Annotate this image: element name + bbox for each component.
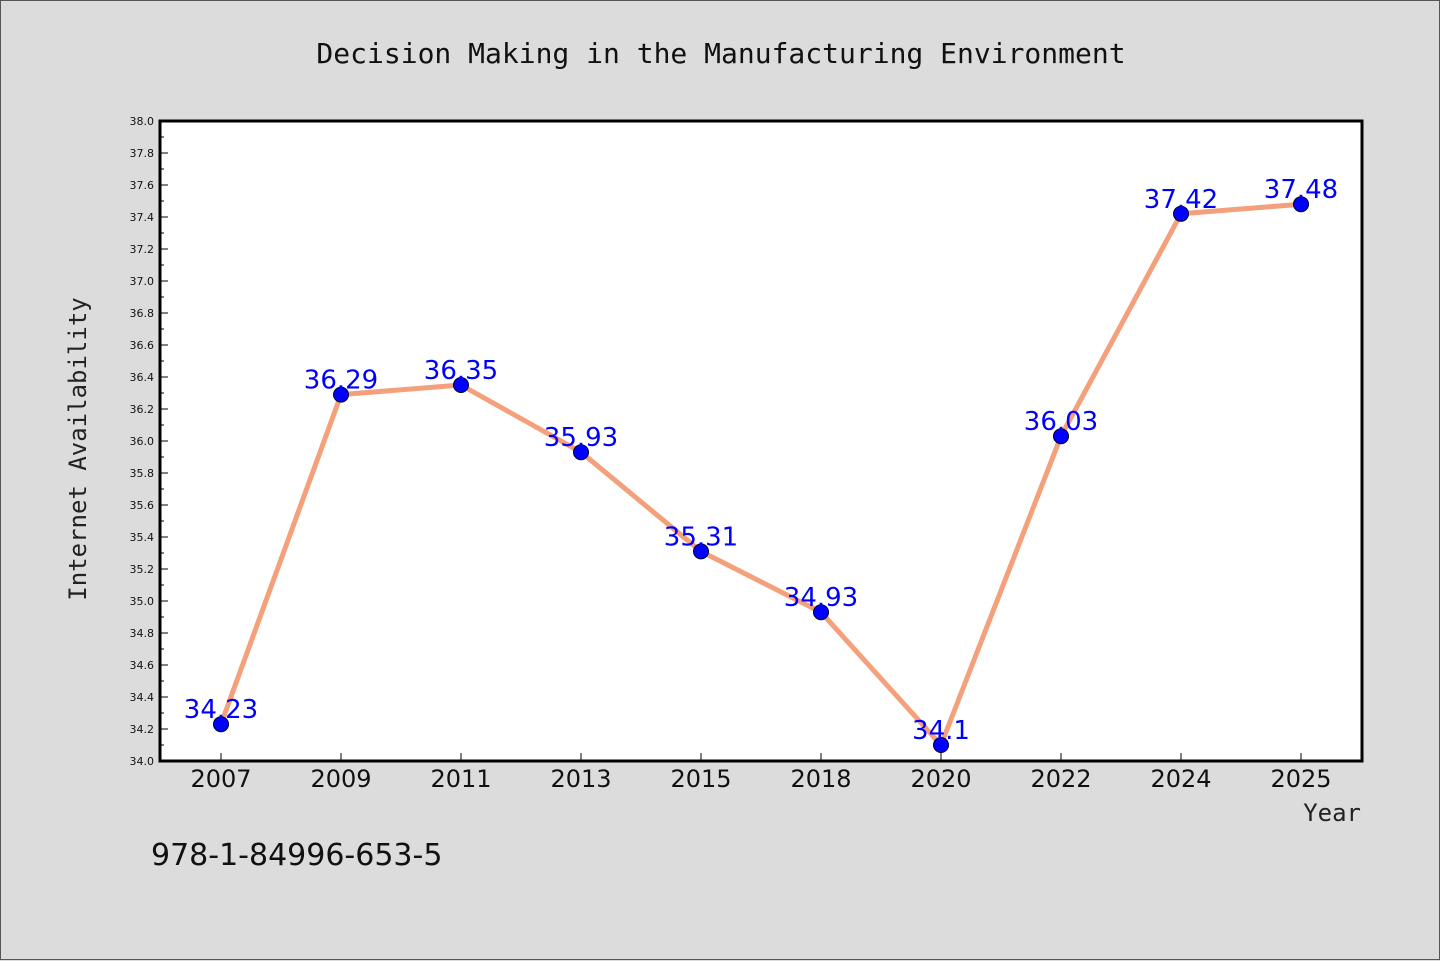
y-tick-label: 36.4 <box>130 371 155 384</box>
data-label: 35.31 <box>664 522 738 552</box>
y-tick-label: 34.8 <box>130 627 155 640</box>
x-tick-label: 2009 <box>310 765 371 793</box>
y-tick-label: 37.0 <box>130 275 155 288</box>
y-tick-label: 35.8 <box>130 467 155 480</box>
data-labels-group: 34.23 36.29 36.35 35.93 35.31 34.93 34.1 36.03 3… <box>184 175 1338 746</box>
data-label: 34.1 <box>912 716 970 746</box>
data-point <box>213 716 229 733</box>
x-tick-label: 2022 <box>1030 765 1091 793</box>
x-tick-label: 2025 <box>1270 765 1331 793</box>
y-tick-label: 34.6 <box>130 659 155 672</box>
y-tick-label: 34.0 <box>130 755 155 768</box>
y-tick-label: 35.6 <box>130 499 155 512</box>
y-tick-label: 37.8 <box>130 147 155 160</box>
x-axis: 2007 2009 2011 2013 2015 2018 2020 2022 2024 2025 <box>190 753 1332 793</box>
y-tick-label: 36.8 <box>130 307 155 320</box>
y-tick-label: 34.2 <box>130 723 155 736</box>
x-tick-label: 2024 <box>1150 765 1211 793</box>
y-tick-label: 37.6 <box>130 179 155 192</box>
series-group <box>213 196 1309 753</box>
y-tick-label: 38.0 <box>130 115 155 128</box>
y-tick-label: 35.4 <box>130 531 155 544</box>
x-tick-label: 2020 <box>910 765 971 793</box>
y-tick-label: 37.2 <box>130 243 155 256</box>
y-axis-label: Internet Availability <box>64 297 92 600</box>
data-label: 37.42 <box>1144 185 1218 215</box>
chart-title: Decision Making in the Manufacturing Env… <box>316 37 1125 70</box>
data-label: 35.93 <box>544 423 618 453</box>
y-tick-label: 36.2 <box>130 403 155 416</box>
isbn-text: 978-1-84996-653-5 <box>151 838 442 873</box>
data-point <box>933 737 949 753</box>
x-tick-label: 2007 <box>190 765 251 793</box>
x-tick-label: 2015 <box>670 765 731 793</box>
data-point <box>333 386 349 403</box>
data-label: 34.93 <box>784 583 858 613</box>
data-label: 34.23 <box>184 695 258 725</box>
x-tick-label: 2011 <box>430 765 491 793</box>
x-tick-label: 2018 <box>790 765 851 793</box>
y-axis: 34.0 34.2 34.4 34.6 34.8 35.0 35.2 35.4 35.6 35.8… <box>130 115 168 768</box>
y-tick-label: 34.4 <box>130 691 155 704</box>
series-line <box>218 201 1302 748</box>
data-point <box>1053 428 1069 445</box>
y-tick-label: 35.0 <box>130 595 155 608</box>
data-point <box>1293 196 1309 213</box>
y-tick-label: 36.0 <box>130 435 155 448</box>
data-point <box>1173 205 1189 222</box>
y-tick-label: 35.2 <box>130 563 155 576</box>
plot-area <box>158 119 1364 763</box>
y-tick-label: 37.4 <box>130 211 155 224</box>
data-label: 36.35 <box>424 356 498 386</box>
data-point <box>573 444 589 461</box>
x-axis-label: Year <box>1303 799 1361 827</box>
data-label: 37.48 <box>1264 175 1338 205</box>
data-label: 36.03 <box>1024 407 1098 437</box>
data-label: 36.29 <box>304 366 378 396</box>
y-tick-label: 36.6 <box>130 339 155 352</box>
data-point <box>453 377 469 393</box>
data-point <box>813 604 829 621</box>
x-tick-label: 2013 <box>550 765 611 793</box>
data-point <box>693 543 709 560</box>
